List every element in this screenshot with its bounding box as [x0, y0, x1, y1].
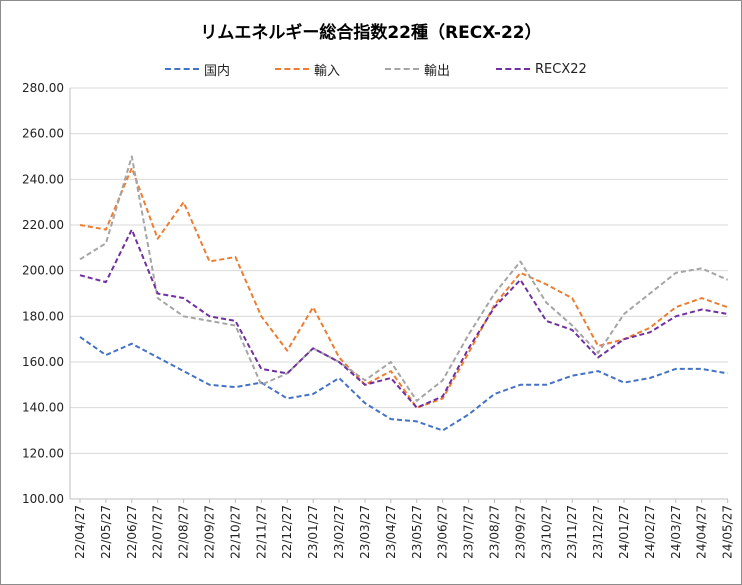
x-tick-label: 24/02/27 [643, 505, 657, 559]
y-tick-label: 220.00 [22, 218, 64, 232]
x-tick-label: 23/06/27 [436, 505, 450, 559]
legend-label-import: 輸入 [314, 63, 341, 79]
x-tick-label: 24/03/27 [669, 505, 683, 559]
y-tick-label: 100.00 [22, 492, 64, 506]
y-tick-label: 240.00 [22, 172, 64, 186]
x-tick-label: 23/02/27 [332, 505, 346, 559]
x-tick-label: 24/04/27 [695, 505, 709, 559]
x-tick-label: 23/05/27 [410, 505, 424, 559]
x-tick-label: 23/08/27 [487, 505, 501, 559]
y-tick-label: 120.00 [22, 446, 64, 460]
series-line-3 [79, 228, 728, 409]
series-line-1 [79, 166, 728, 409]
x-tick-label: 22/04/27 [73, 505, 87, 559]
legend-label-recx22: RECX22 [535, 61, 587, 77]
x-tick-label: 23/10/27 [539, 505, 553, 559]
y-tick-label: 140.00 [22, 401, 64, 415]
x-tick-label: 23/09/27 [513, 505, 527, 559]
x-tick-label: 24/01/27 [617, 505, 631, 559]
x-tick-label: 22/08/27 [177, 505, 191, 559]
x-tick-label: 23/03/27 [358, 505, 372, 559]
series-line-2 [79, 155, 729, 402]
x-tick-label: 23/07/27 [462, 505, 476, 559]
legend-item-export: 輸出 [385, 59, 450, 79]
x-tick-label: 22/12/27 [280, 505, 294, 559]
legend-swatch-domestic [165, 68, 199, 70]
legend: 国内 輸入 輸出 RECX22 [0, 59, 742, 79]
y-tick-label: 280.00 [22, 81, 64, 95]
x-tick-label: 23/01/27 [306, 505, 320, 559]
legend-swatch-recx22 [496, 68, 530, 70]
x-tick-label: 22/06/27 [125, 505, 139, 559]
x-tick-label: 22/07/27 [151, 505, 165, 559]
legend-label-export: 輸出 [424, 63, 451, 79]
chart-title: リムエネルギー総合指数22種（RECX-22） [200, 23, 542, 43]
y-tick-label: 160.00 [22, 355, 64, 369]
x-tick-label: 23/11/27 [565, 505, 579, 559]
x-tick-label: 22/10/27 [228, 505, 242, 559]
legend-swatch-import [275, 68, 309, 70]
legend-item-domestic: 国内 [165, 59, 230, 79]
x-tick-label: 22/09/27 [203, 505, 217, 559]
x-tick-label: 23/12/27 [591, 505, 605, 559]
legend-swatch-export [385, 68, 419, 70]
y-tick-label: 180.00 [22, 309, 64, 323]
y-tick-label: 200.00 [22, 264, 64, 278]
legend-label-domestic: 国内 [204, 63, 231, 79]
x-tick-label: 22/11/27 [254, 505, 268, 559]
legend-item-recx22: RECX22 [496, 59, 587, 79]
x-tick-label: 22/05/27 [99, 505, 113, 559]
x-tick-label: 23/04/27 [384, 505, 398, 559]
legend-item-import: 輸入 [275, 59, 340, 79]
x-tick-label: 24/05/27 [721, 505, 735, 559]
series-line-0 [79, 336, 728, 432]
y-tick-label: 260.00 [22, 127, 64, 141]
